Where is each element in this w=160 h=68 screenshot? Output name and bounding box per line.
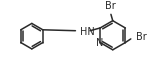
Text: N: N (96, 38, 104, 48)
Text: Br: Br (136, 32, 147, 42)
Text: HN: HN (80, 27, 95, 37)
Text: Br: Br (105, 1, 115, 11)
